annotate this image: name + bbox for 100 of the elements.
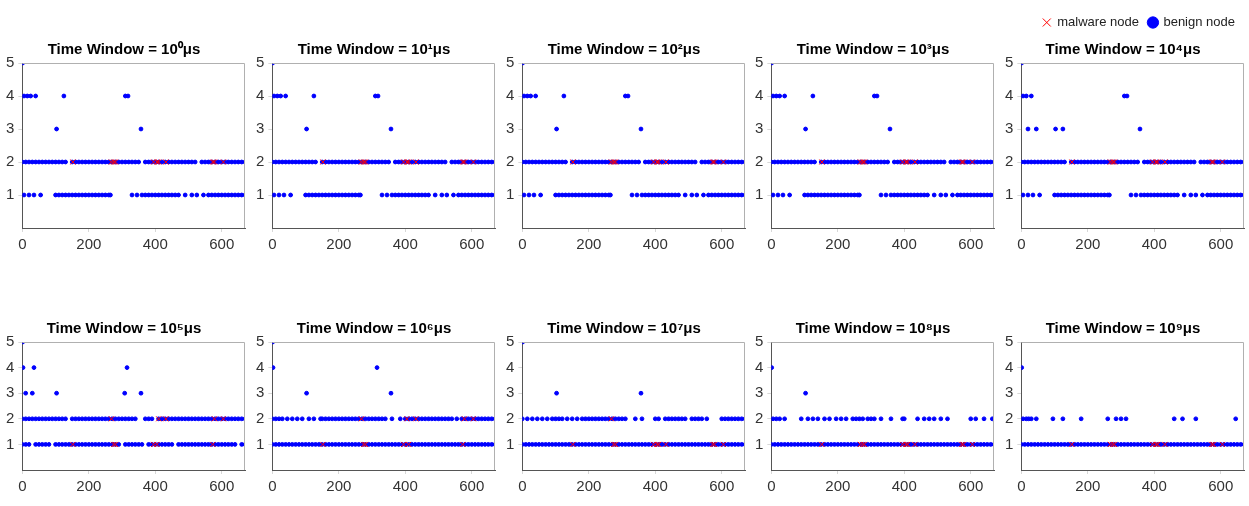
chart-title: Time Window = 10⁴μs: [1045, 40, 1201, 58]
y-tick-label: 5: [255, 53, 265, 71]
x-tick-label: 200: [76, 477, 102, 495]
x-tick-label: 600: [958, 235, 984, 253]
legend-label: malware node: [1057, 14, 1140, 30]
chart-title: Time Window = 10²μs: [547, 40, 700, 58]
y-tick-label: 1: [505, 434, 514, 452]
y-tick-label: 4: [505, 86, 514, 104]
y-tick-label: 2: [1005, 152, 1014, 170]
y-tick-label: 5: [6, 53, 15, 71]
y-tick-label: 3: [6, 383, 15, 401]
x-tick-label: 400: [892, 477, 918, 495]
y-tick-label: 5: [755, 332, 764, 350]
x-tick-label: 600: [958, 477, 984, 495]
x-tick-label: 400: [642, 235, 668, 253]
y-tick-label: 5: [505, 332, 514, 350]
x-tick-label: 400: [642, 477, 668, 495]
x-tick-label: 0: [517, 477, 527, 495]
x-tick-label: 600: [1208, 235, 1234, 253]
chart-title: Time Window = 10⁹μs: [1045, 319, 1201, 337]
y-tick-label: 1: [255, 185, 265, 203]
chart-title: Time Window = 10⁰μs: [47, 40, 201, 58]
legend-label: benign node: [1163, 14, 1236, 30]
y-tick-label: 5: [255, 332, 265, 350]
y-tick-label: 5: [505, 53, 514, 71]
x-tick-label: 600: [459, 235, 485, 253]
y-tick-label: 2: [755, 408, 764, 426]
x-tick-label: 0: [767, 235, 776, 253]
x-tick-label: 400: [392, 477, 418, 495]
y-tick-label: 3: [255, 119, 265, 137]
x-tick-label: 200: [326, 477, 352, 495]
y-tick-label: 4: [1005, 357, 1014, 375]
y-tick-label: 4: [1005, 86, 1014, 104]
y-tick-label: 3: [505, 383, 514, 401]
x-tick-label: 0: [1017, 235, 1026, 253]
y-tick-label: 5: [1005, 332, 1014, 350]
y-tick-label: 1: [1005, 434, 1014, 452]
x-tick-label: 0: [517, 235, 527, 253]
chart-title: Time Window = 10⁶μs: [296, 319, 452, 337]
x-tick-label: 400: [1141, 477, 1167, 495]
x-tick-label: 200: [575, 235, 601, 253]
y-tick-label: 5: [755, 53, 764, 71]
x-tick-label: 200: [825, 235, 851, 253]
y-tick-label: 5: [6, 332, 15, 350]
y-tick-label: 3: [755, 119, 764, 137]
y-tick-label: 2: [6, 408, 15, 426]
x-tick-label: 600: [1208, 477, 1234, 495]
x-tick-label: 400: [142, 235, 168, 253]
x-tick-label: 0: [18, 477, 27, 495]
y-tick-label: 4: [755, 86, 764, 104]
y-tick-label: 3: [1005, 383, 1014, 401]
x-tick-label: 400: [142, 477, 168, 495]
y-tick-label: 4: [6, 357, 15, 375]
y-tick-label: 4: [255, 357, 265, 375]
y-tick-label: 2: [6, 152, 15, 170]
x-tick-label: 600: [209, 477, 235, 495]
x-tick-label: 600: [459, 477, 485, 495]
y-tick-label: 1: [6, 434, 15, 452]
y-tick-label: 1: [505, 185, 514, 203]
chart-title: Time Window = 10⁸μs: [796, 319, 951, 337]
x-tick-label: 200: [825, 477, 851, 495]
x-tick-label: 200: [1075, 235, 1101, 253]
x-tick-label: 600: [708, 235, 734, 253]
x-tick-label: 400: [892, 235, 918, 253]
y-tick-label: 3: [505, 119, 514, 137]
y-tick-label: 3: [755, 383, 764, 401]
x-tick-label: 200: [76, 235, 102, 253]
y-tick-label: 2: [1005, 408, 1014, 426]
x-tick-label: 0: [18, 235, 27, 253]
y-tick-label: 2: [755, 152, 764, 170]
chart-title: Time Window = 10³μs: [797, 40, 950, 58]
y-tick-label: 4: [255, 86, 265, 104]
x-tick-label: 200: [575, 477, 601, 495]
y-tick-label: 5: [1005, 53, 1014, 71]
y-tick-label: 2: [505, 152, 514, 170]
x-tick-label: 200: [326, 235, 352, 253]
x-tick-label: 400: [392, 235, 418, 253]
y-tick-label: 3: [255, 383, 265, 401]
x-tick-label: 600: [209, 235, 235, 253]
y-tick-label: 2: [505, 408, 514, 426]
y-tick-label: 3: [6, 119, 15, 137]
x-tick-label: 0: [267, 477, 277, 495]
y-tick-label: 3: [1005, 119, 1014, 137]
y-tick-label: 2: [255, 152, 265, 170]
y-tick-label: 4: [6, 86, 15, 104]
x-tick-label: 600: [708, 477, 734, 495]
chart-title: Time Window = 10¹μs: [297, 40, 451, 58]
chart-title: Time Window = 10⁵μs: [46, 319, 202, 337]
y-tick-label: 4: [755, 357, 764, 375]
x-tick-label: 200: [1075, 477, 1101, 495]
x-tick-label: 400: [1141, 235, 1167, 253]
y-tick-label: 4: [505, 357, 514, 375]
x-tick-label: 0: [767, 477, 776, 495]
y-tick-label: 1: [255, 434, 265, 452]
y-tick-label: 1: [6, 185, 15, 203]
x-tick-label: 0: [267, 235, 277, 253]
y-tick-label: 1: [755, 434, 764, 452]
y-tick-label: 1: [755, 185, 764, 203]
y-tick-label: 1: [1005, 185, 1014, 203]
chart-title: Time Window = 10⁷μs: [546, 319, 701, 337]
